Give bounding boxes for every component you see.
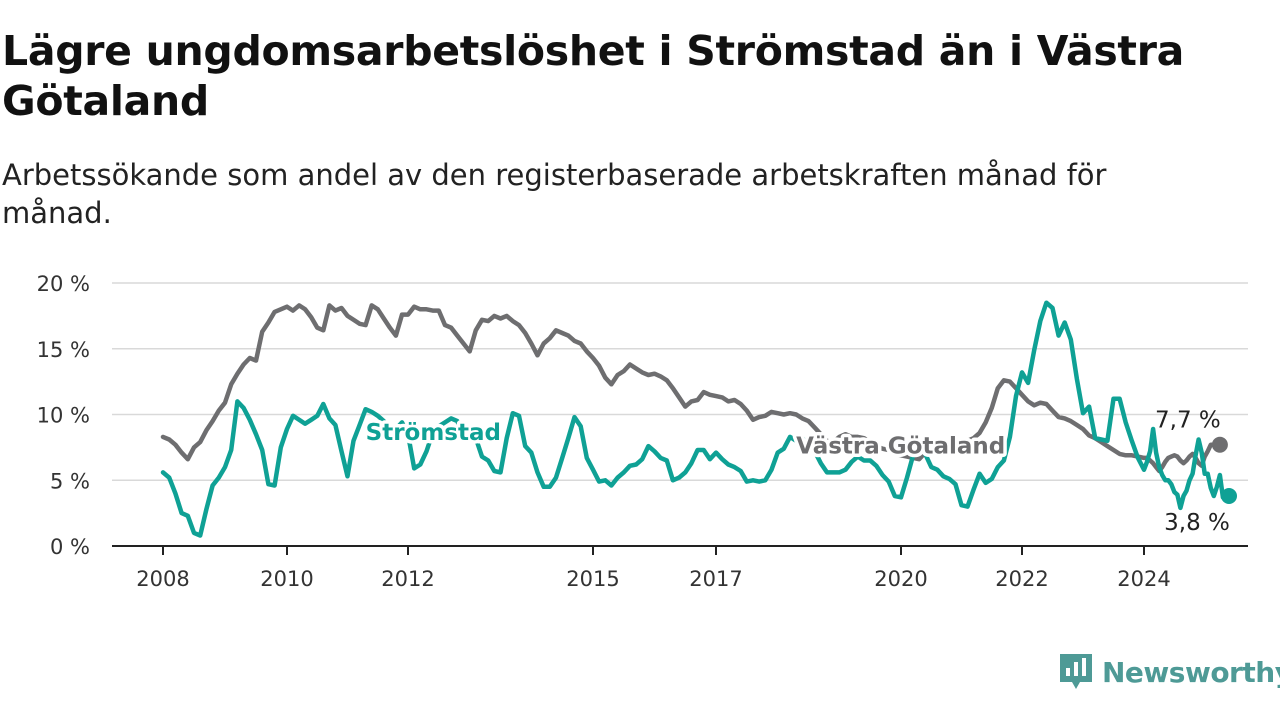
brand-name: Newsworthy — [1102, 655, 1280, 689]
series-end-marker — [1211, 436, 1228, 453]
series-end-label: 3,8 % — [1164, 510, 1230, 536]
chart-title: Lägre ungdomsarbetslöshet i Strömstad än… — [2, 27, 1185, 125]
x-tick-label: 2010 — [260, 567, 313, 591]
y-tick-label: 5 % — [50, 469, 90, 493]
brand: Newsworthy — [1058, 652, 1280, 692]
series-line — [160, 303, 1223, 474]
x-tick-label: 2015 — [566, 567, 619, 591]
x-tick-label: 2024 — [1117, 567, 1170, 591]
y-tick-label: 15 % — [37, 338, 90, 362]
y-tick-label: 0 % — [50, 535, 90, 559]
x-tick-label: 2022 — [995, 567, 1048, 591]
series-lines — [160, 300, 1232, 538]
series-end-label: 7,7 % — [1155, 408, 1221, 434]
x-tick-label: 2020 — [874, 567, 927, 591]
series-labels: 7,7 % 3,8 % Strömstad Västra Götaland — [362, 408, 1237, 536]
series-end-marker — [1221, 488, 1237, 505]
axes: 0 % 5 % 10 % 15 % 20 % 2008 2010 2012 2015 2017 20… — [37, 272, 1248, 591]
series-line — [160, 300, 1232, 538]
y-tick-label: 10 % — [37, 404, 90, 428]
series-name-label: Strömstad — [366, 420, 501, 446]
newsworthy-logo-icon — [1060, 654, 1092, 689]
chart-subtitle: Arbetssökande som andel av den registerb… — [2, 158, 1107, 230]
x-tick-label: 2008 — [136, 567, 189, 591]
y-tick-label: 20 % — [37, 272, 90, 296]
series-name-label: Västra Götaland — [796, 433, 1005, 459]
x-tick-label: 2017 — [689, 567, 742, 591]
x-tick-label: 2012 — [381, 567, 434, 591]
